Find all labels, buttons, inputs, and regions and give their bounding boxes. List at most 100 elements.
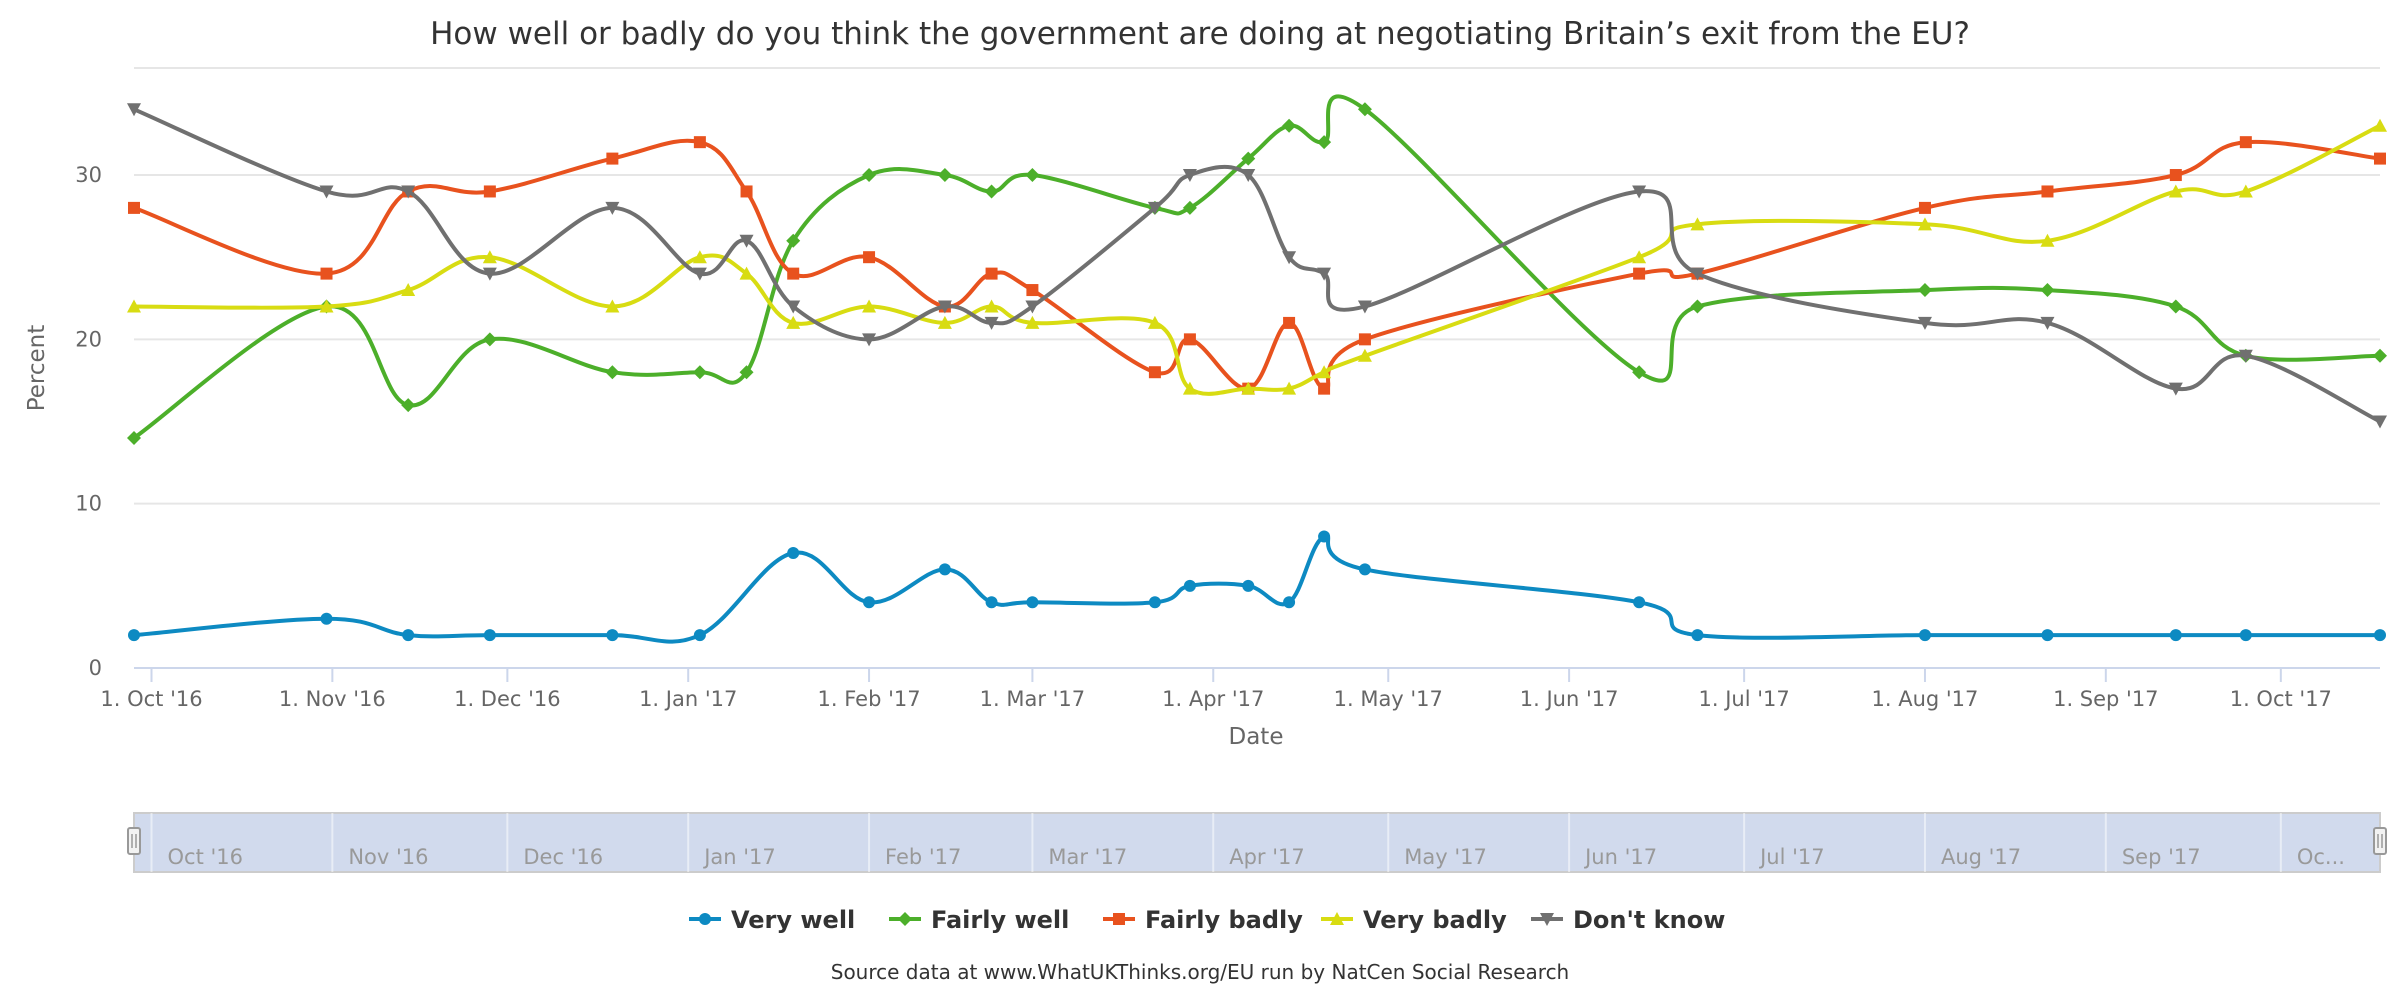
x-tick-label: 1. Jul '17 <box>1699 687 1790 711</box>
legend-item[interactable]: Don't know <box>1531 906 1725 934</box>
grid-lines <box>134 67 2380 505</box>
legend-item[interactable]: Fairly well <box>889 906 1069 934</box>
data-point <box>1283 596 1296 609</box>
series-lines <box>127 94 2387 644</box>
data-point <box>1241 381 1256 395</box>
data-point <box>937 168 952 183</box>
data-point <box>937 315 952 329</box>
navigator-label: Apr '17 <box>1229 845 1305 869</box>
range-navigator[interactable]: Oct '16 Nov '16 Dec '16 Jan '17 Feb '17 Mar '… <box>127 812 2387 873</box>
data-point <box>128 201 140 214</box>
data-point <box>739 365 754 380</box>
series-very-well <box>128 530 2386 644</box>
data-point <box>985 267 998 280</box>
data-point <box>1241 169 1256 183</box>
data-point <box>320 612 333 625</box>
data-point <box>692 365 707 380</box>
x-tick-label: 1. Dec '16 <box>454 687 561 711</box>
data-point <box>1147 315 1162 329</box>
data-point <box>1690 217 1705 231</box>
source-credit[interactable]: Source data at www.WhatUKThinks.org/EU r… <box>831 960 1570 984</box>
data-point <box>1632 185 1647 199</box>
data-point <box>2168 382 2183 396</box>
data-point <box>938 563 951 576</box>
data-point <box>740 185 753 198</box>
data-point <box>739 234 754 248</box>
navigator-right-handle[interactable] <box>2373 827 2387 855</box>
legend-label: Don't know <box>1573 906 1725 934</box>
legend-item[interactable]: Very well <box>689 906 855 934</box>
data-point <box>1025 300 1040 314</box>
y-axis-title: Percent <box>24 325 50 412</box>
data-point <box>1917 217 1932 231</box>
legend-marker <box>1330 912 1344 925</box>
data-point <box>482 250 497 264</box>
data-point <box>1632 250 1647 264</box>
data-point <box>1633 267 1646 280</box>
data-point <box>1148 366 1161 379</box>
series-line-very-badly <box>132 123 2382 396</box>
data-point <box>482 332 497 347</box>
data-point <box>605 365 620 380</box>
data-point <box>402 629 415 642</box>
legend-label: Fairly badly <box>1145 906 1303 934</box>
data-point <box>1357 348 1372 362</box>
legend-label: Very well <box>731 906 855 934</box>
data-point <box>1690 267 1705 281</box>
legend-label: Very badly <box>1363 906 1507 934</box>
data-point <box>739 266 754 280</box>
data-point <box>483 185 496 198</box>
data-point <box>1026 596 1039 609</box>
x-tick-label: 1. Nov '16 <box>279 687 386 711</box>
x-tick-label: 1. Oct '16 <box>100 687 202 711</box>
y-tick-label: 30 <box>75 163 102 187</box>
data-point <box>1182 200 1197 215</box>
data-point <box>605 201 620 215</box>
data-point <box>1241 151 1256 166</box>
data-point <box>1917 283 1932 298</box>
navigator-label: Mar '17 <box>1048 845 1127 869</box>
x-tick-label: 1. Feb '17 <box>818 687 921 711</box>
data-point <box>786 315 801 329</box>
data-point <box>2168 184 2183 198</box>
legend-item[interactable]: Fairly badly <box>1103 906 1303 934</box>
data-point <box>984 299 999 313</box>
data-point <box>2238 349 2253 363</box>
data-point <box>1918 629 1931 642</box>
legend-item[interactable]: Very badly <box>1321 906 1507 934</box>
data-point <box>693 629 706 642</box>
data-point <box>692 250 707 264</box>
x-tick-label: 1. May '17 <box>1334 687 1443 711</box>
data-point <box>401 398 416 413</box>
navigator-left-handle[interactable] <box>127 827 141 855</box>
data-point <box>985 596 998 609</box>
data-point <box>787 267 800 280</box>
x-tick-label: 1. Jan '17 <box>639 687 737 711</box>
data-point <box>786 233 801 248</box>
x-tick-label: 1. Apr '17 <box>1162 687 1264 711</box>
legend-marker <box>1113 913 1125 925</box>
navigator-label: May '17 <box>1404 845 1487 869</box>
data-point <box>1182 381 1197 395</box>
data-point <box>692 267 707 281</box>
legend-label: Fairly well <box>931 906 1069 934</box>
data-point <box>1147 201 1162 215</box>
navigator-label: Oct '16 <box>168 845 243 869</box>
data-point <box>1318 530 1331 543</box>
data-point <box>127 103 141 117</box>
data-point <box>1917 316 1932 330</box>
legend-marker <box>699 913 711 925</box>
data-point <box>2169 629 2182 642</box>
navigator-label: Jan '17 <box>702 845 776 869</box>
handle-body <box>2373 827 2387 855</box>
data-point <box>2373 348 2387 363</box>
data-point <box>1026 284 1039 297</box>
data-point <box>937 300 952 314</box>
y-tick-label: 0 <box>89 656 102 680</box>
data-point <box>1025 168 1040 183</box>
data-point <box>1183 579 1196 592</box>
data-point <box>401 185 416 199</box>
data-point <box>482 267 497 281</box>
data-point <box>2041 629 2054 642</box>
